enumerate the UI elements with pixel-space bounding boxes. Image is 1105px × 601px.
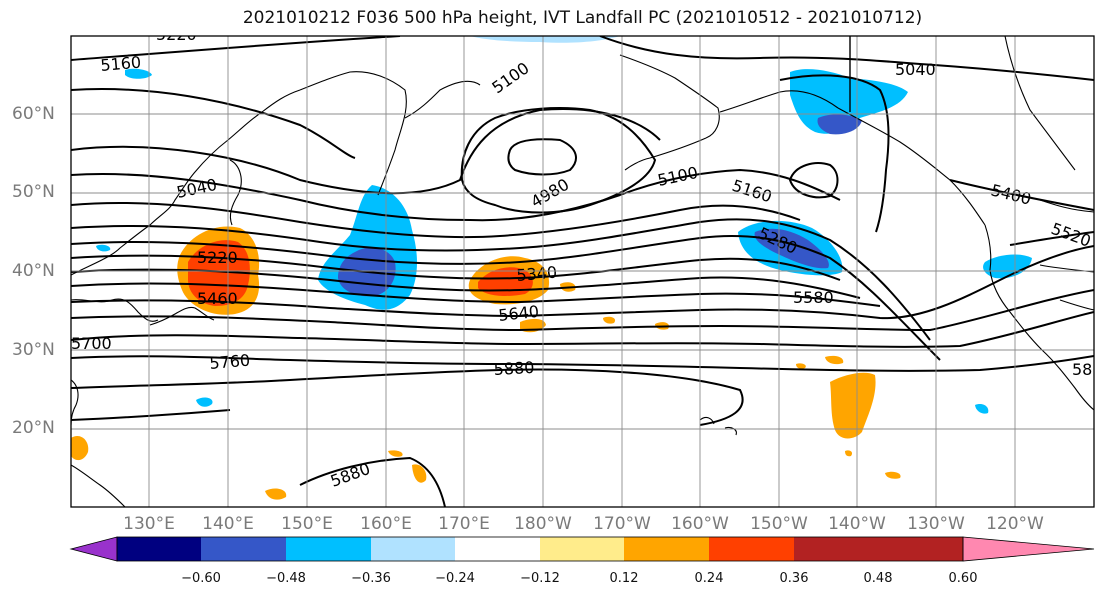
lon-label-180w: 180°W (514, 514, 572, 534)
lon-label-120w: 120°W (986, 514, 1044, 534)
colorbar-tick-label: 0.36 (779, 571, 809, 586)
colorbar-bin (540, 537, 625, 561)
colorbar-tick-label: −0.24 (435, 571, 475, 586)
contour-label: 58 (1072, 360, 1092, 379)
map-title: 2021010212 F036 500 hPa height, IVT Land… (242, 8, 923, 28)
lon-label-140e: 140°E (202, 514, 254, 534)
colorbar-bin (709, 537, 794, 561)
colorbar-tick-label: −0.60 (181, 571, 221, 586)
contour-label: 5160 (100, 53, 142, 75)
height-contours (71, 36, 1094, 507)
contour-label: 5220 (156, 25, 197, 44)
map-frame (70, 35, 1095, 508)
contour-label: 5340 (516, 263, 558, 285)
colorbar-bin (455, 537, 540, 561)
lat-label-30n: 30°N (12, 340, 55, 360)
colorbar-bin (371, 537, 456, 561)
colorbar-tick-label: 0.24 (694, 571, 724, 586)
lon-label-130e: 130°E (123, 514, 175, 534)
contour-label: 5760 (209, 351, 251, 373)
lon-label-150w: 150°W (750, 514, 808, 534)
colorbar-bin (794, 537, 879, 561)
colorbar-tick-label: −0.48 (266, 571, 306, 586)
colorbar-tick-label: 0.12 (609, 571, 639, 586)
colorbar-max-extend (962, 536, 1095, 562)
colorbar (69, 536, 1095, 562)
contour-label: 5640 (497, 302, 539, 325)
colorbar-tick-label: 0.60 (948, 571, 978, 586)
contour-label: 5880 (493, 358, 535, 379)
colorbar-min-extend (69, 536, 118, 562)
lat-label-60n: 60°N (12, 104, 55, 124)
colorbar-bin (624, 537, 709, 561)
lon-label-130w: 130°W (907, 514, 965, 534)
colorbar-bin (878, 537, 963, 561)
colorbar-tick-label: −0.36 (351, 571, 391, 586)
colorbar-tick-label: 0.48 (863, 571, 893, 586)
lon-label-140w: 140°W (828, 514, 886, 534)
lon-label-160e: 160°E (360, 514, 412, 534)
lon-label-150e: 150°E (281, 514, 333, 534)
lon-label-160w: 160°W (671, 514, 729, 534)
lon-label-170w: 170°W (593, 514, 651, 534)
contour-label: 5580 (793, 288, 834, 307)
lon-label-170e: 170°E (438, 514, 490, 534)
lat-label-40n: 40°N (12, 261, 55, 281)
contour-label: 5220 (197, 248, 238, 267)
contour-label: 5460 (197, 289, 238, 308)
contour-label: 5700 (71, 334, 112, 353)
colorbar-bin (201, 537, 286, 561)
coastlines (71, 36, 1094, 507)
colorbar-tick-label: −0.12 (520, 571, 560, 586)
colorbar-bin (117, 537, 202, 561)
lat-label-20n: 20°N (12, 418, 55, 438)
graticule (71, 36, 1094, 507)
lat-label-50n: 50°N (12, 182, 55, 202)
contour-label: 5040 (895, 60, 936, 79)
colorbar-bin (286, 537, 371, 561)
